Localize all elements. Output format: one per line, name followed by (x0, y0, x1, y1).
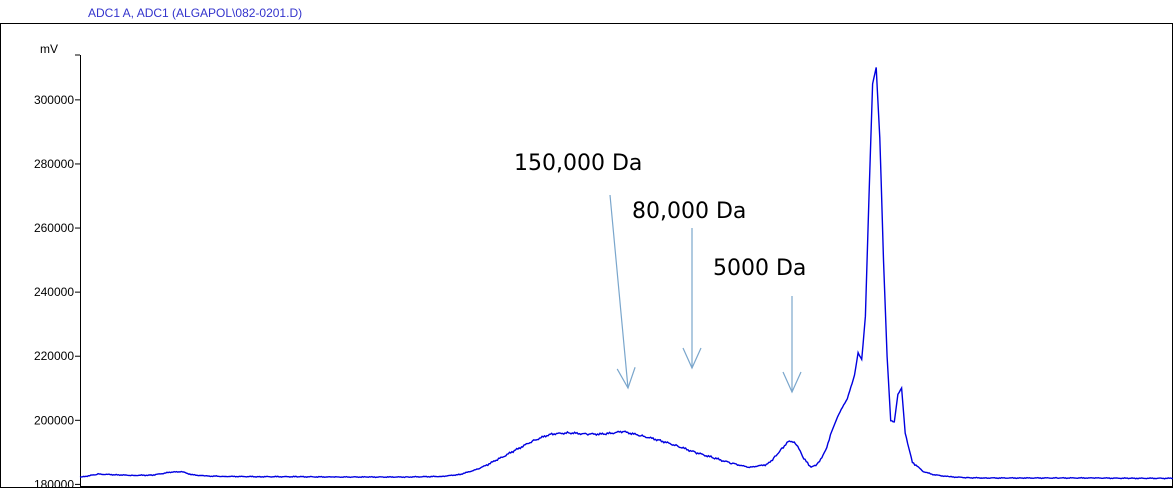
y-unit-label: mV (40, 42, 58, 56)
annotations: 150,000 Da 80,000 Da 5000 Da (514, 151, 806, 394)
arrow-head (782, 371, 802, 394)
chart-title: ADC1 A, ADC1 (ALGAPOL\082-0201.D) (88, 6, 302, 20)
annotation-label: 80,000 Da (632, 199, 746, 224)
y-tick-label: 220000 (34, 349, 74, 363)
y-tick-label: 180000 (34, 477, 74, 488)
annotation-label: 5000 Da (713, 256, 806, 281)
annotation-label: 150,000 Da (514, 151, 642, 176)
arrow-head (616, 367, 636, 390)
annotation-arrow (609, 194, 629, 389)
y-tick-label: 280000 (34, 157, 74, 171)
y-tick-label: 200000 (34, 413, 74, 427)
series-line (79, 67, 1173, 480)
y-tick-label: 240000 (34, 285, 74, 299)
y-tick-label: 300000 (34, 93, 74, 107)
arrow-head (682, 347, 702, 370)
series-group (79, 67, 1173, 480)
plot-border (0, 23, 1173, 488)
y-tick-label: 260000 (34, 221, 74, 235)
